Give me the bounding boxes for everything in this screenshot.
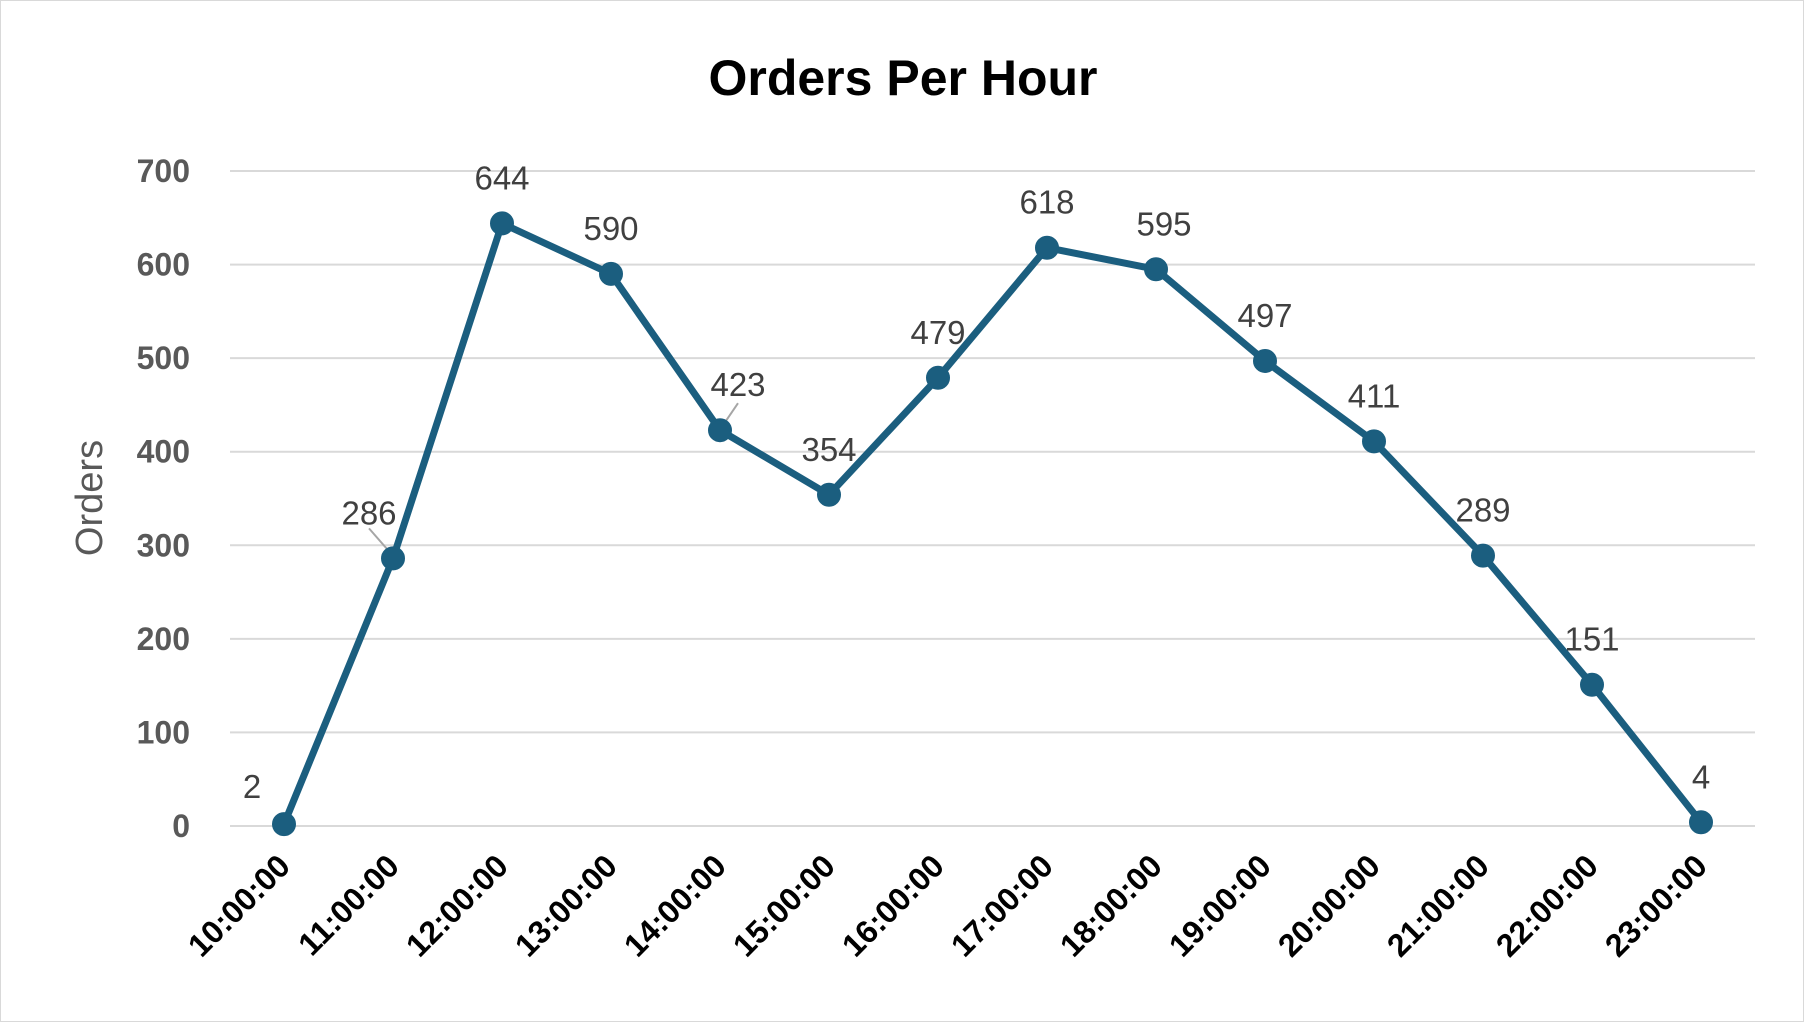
- chart-title: Orders Per Hour: [708, 50, 1097, 106]
- x-tick-label: 23:00:00: [1598, 847, 1714, 963]
- y-tick-label: 0: [172, 808, 190, 844]
- data-label: 4: [1692, 758, 1710, 795]
- data-label: 479: [910, 314, 965, 351]
- data-label: 618: [1019, 184, 1074, 221]
- data-point: [1689, 810, 1713, 835]
- x-tick-label: 13:00:00: [508, 847, 624, 963]
- data-point: [1580, 672, 1604, 697]
- data-label: 286: [341, 494, 396, 531]
- x-tick-label: 12:00:00: [399, 847, 515, 963]
- x-tick-label: 18:00:00: [1053, 847, 1169, 963]
- data-point: [1253, 348, 1277, 373]
- y-tick-label: 500: [137, 340, 190, 376]
- data-point: [1035, 235, 1059, 260]
- data-label: 411: [1348, 377, 1401, 414]
- x-tick-label: 15:00:00: [726, 847, 842, 963]
- data-label: 423: [710, 366, 765, 403]
- x-tick-label: 11:00:00: [291, 847, 406, 962]
- x-tick-label: 19:00:00: [1162, 847, 1278, 963]
- series-line: [280, 219, 1705, 828]
- data-point: [490, 211, 514, 236]
- data-labels: 2 286 644 590 423 354 479 618 595 497 411 289 151 4: [243, 159, 1710, 805]
- data-point: [708, 418, 732, 443]
- x-tick-label: 10:00:00: [181, 847, 297, 963]
- y-axis-label: Orders: [69, 440, 111, 556]
- x-tick-label: 20:00:00: [1271, 847, 1387, 963]
- y-tick-label: 700: [137, 153, 190, 189]
- y-tick-label: 600: [137, 247, 190, 283]
- data-points: [272, 211, 1713, 837]
- y-tick-label: 200: [137, 621, 190, 657]
- x-tick-label: 14:00:00: [617, 847, 733, 963]
- x-axis-ticks: 10:00:0011:00:0012:00:0013:00:0014:00:00…: [181, 847, 1714, 963]
- x-tick-label: 16:00:00: [835, 847, 951, 963]
- data-label: 151: [1564, 621, 1619, 658]
- data-point: [599, 261, 623, 286]
- data-point: [1471, 543, 1495, 568]
- data-point: [926, 365, 950, 390]
- x-tick-label: 22:00:00: [1489, 847, 1605, 963]
- y-tick-label: 100: [137, 714, 190, 750]
- label-leader-lines: [368, 402, 739, 554]
- x-tick-label: 17:00:00: [944, 847, 1060, 963]
- data-label: 2: [243, 768, 261, 805]
- data-point: [1144, 257, 1168, 282]
- gridlines: [230, 170, 1755, 827]
- data-point: [272, 812, 296, 837]
- x-tick-label: 21:00:00: [1380, 847, 1496, 963]
- data-label: 595: [1136, 205, 1191, 242]
- data-point: [381, 546, 405, 571]
- data-label: 644: [474, 159, 529, 196]
- y-axis-ticks: 0 100 200 300 400 500 600 700: [137, 153, 190, 844]
- y-tick-label: 400: [137, 434, 190, 470]
- data-label: 497: [1237, 297, 1292, 334]
- y-tick-label: 300: [137, 527, 190, 563]
- data-point: [817, 482, 841, 507]
- data-label: 289: [1455, 492, 1510, 529]
- series-lines: [280, 219, 1705, 828]
- data-label: 590: [583, 210, 638, 247]
- data-label: 354: [801, 431, 856, 468]
- data-point: [1362, 429, 1386, 454]
